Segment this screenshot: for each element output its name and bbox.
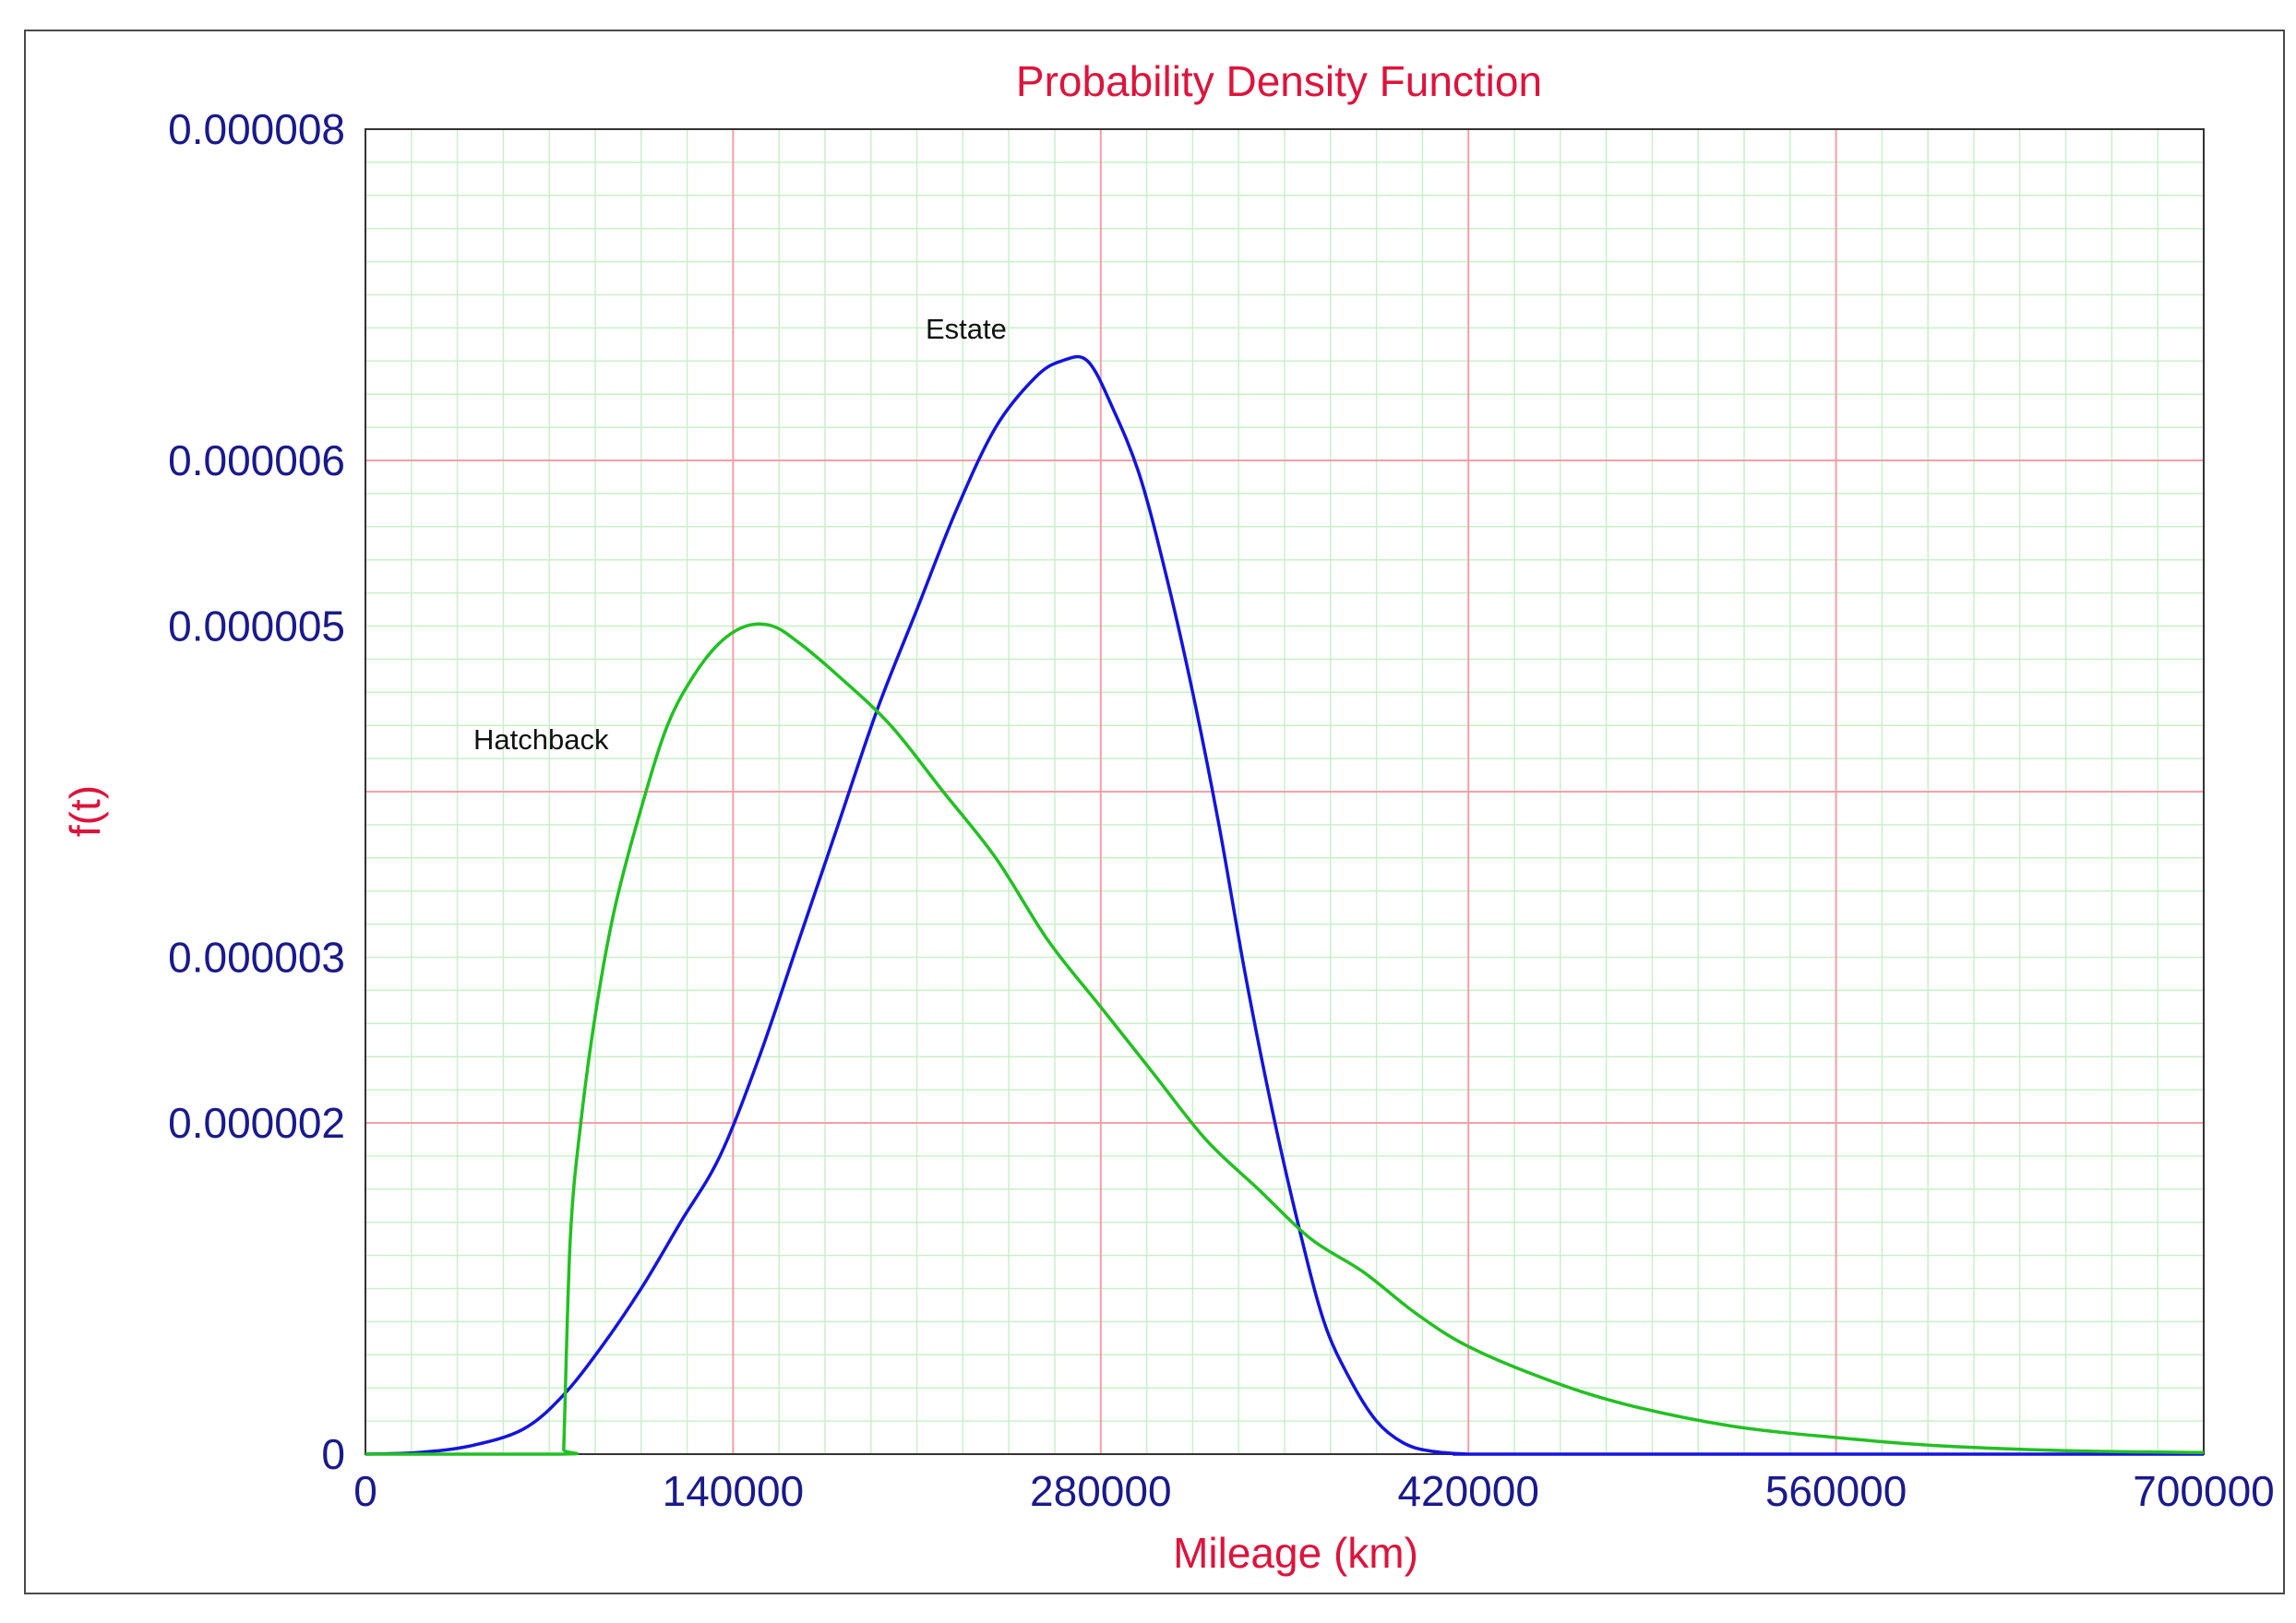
x-tick-label: 420000 [1397, 1467, 1539, 1515]
y-axis-label: f(t) [61, 785, 109, 837]
x-tick-label: 140000 [663, 1467, 805, 1515]
chart-svg: 0 0.000002 0.000003 0.000005 0.000006 0.00000… [61, 57, 2275, 1577]
series-layer [365, 354, 2205, 1456]
x-tick-label: 280000 [1030, 1467, 1172, 1515]
tick-layer: 0 0.000002 0.000003 0.000005 0.000006 0.00000… [168, 105, 2275, 1515]
y-tick-label: 0.000006 [168, 436, 345, 484]
series-line-hatchback [365, 622, 2205, 1456]
chart-title: Probability Density Function [1016, 57, 1542, 105]
series-label-hatchback: Hatchback [473, 723, 609, 756]
grid-layer [365, 128, 2205, 1455]
y-tick-label: 0 [321, 1430, 345, 1478]
chart-frame: 0 0.000002 0.000003 0.000005 0.000006 0.00000… [24, 30, 2285, 1594]
x-tick-label: 0 [353, 1467, 377, 1515]
y-tick-label: 0.000008 [168, 105, 345, 153]
y-tick-label: 0.000005 [168, 603, 345, 650]
y-tick-label: 0.000003 [168, 934, 345, 982]
x-tick-label: 560000 [1765, 1467, 1907, 1515]
x-axis-label: Mileage (km) [1173, 1529, 1418, 1577]
series-label-estate: Estate [926, 313, 1007, 345]
series-line-estate [365, 354, 2204, 1456]
x-tick-label: 700000 [2133, 1467, 2275, 1515]
y-tick-label: 0.000002 [168, 1099, 345, 1147]
plot-border [365, 128, 2205, 1455]
